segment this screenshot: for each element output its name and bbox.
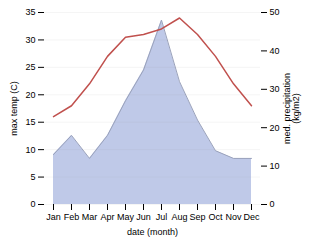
svg-text:Sep: Sep	[189, 212, 205, 222]
svg-text:15: 15	[25, 117, 35, 127]
svg-text:Dec: Dec	[243, 212, 260, 222]
svg-text:40: 40	[270, 46, 280, 56]
svg-text:10: 10	[270, 161, 280, 171]
svg-text:Aug: Aug	[171, 212, 187, 222]
svg-text:25: 25	[25, 62, 35, 72]
svg-text:Jun: Jun	[136, 212, 151, 222]
svg-text:20: 20	[270, 123, 280, 133]
svg-text:Nov: Nov	[225, 212, 242, 222]
svg-text:10: 10	[25, 145, 35, 155]
svg-text:Oct: Oct	[208, 212, 223, 222]
svg-text:20: 20	[25, 90, 35, 100]
svg-text:May: May	[117, 212, 135, 222]
svg-text:med. precipitation(kg/m2): med. precipitation(kg/m2)	[282, 73, 301, 144]
svg-text:max temp (C): max temp (C)	[9, 81, 19, 136]
svg-text:Mar: Mar	[82, 212, 98, 222]
svg-text:date (month): date (month)	[127, 227, 178, 237]
svg-text:0: 0	[30, 199, 35, 209]
svg-text:Jan: Jan	[46, 212, 61, 222]
svg-text:0: 0	[270, 199, 275, 209]
svg-text:Feb: Feb	[64, 212, 80, 222]
svg-text:35: 35	[25, 7, 35, 17]
svg-text:5: 5	[30, 172, 35, 182]
svg-text:Apr: Apr	[100, 212, 114, 222]
svg-text:Jul: Jul	[156, 212, 168, 222]
svg-text:30: 30	[25, 35, 35, 45]
svg-text:30: 30	[270, 84, 280, 94]
svg-text:50: 50	[270, 7, 280, 17]
